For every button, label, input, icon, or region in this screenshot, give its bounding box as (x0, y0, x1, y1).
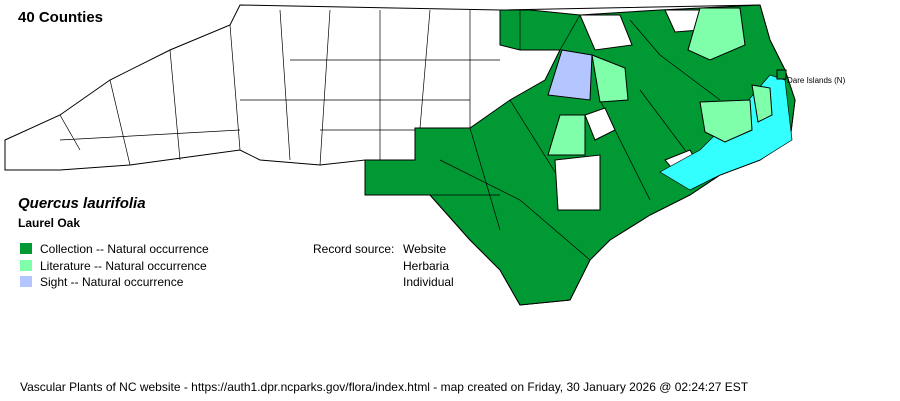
literature-county (687, 7, 746, 61)
scientific-name: Quercus laurifolia (18, 195, 146, 212)
legend-label: Sight -- Natural occurrence (40, 275, 184, 289)
literature-county (699, 99, 753, 143)
county-count: 40 Counties (18, 9, 104, 26)
county-lines-east (430, 10, 721, 261)
legend-swatch (20, 260, 32, 271)
county-lines (59, 9, 500, 166)
sight-county (547, 49, 593, 101)
legend-item-literature: Literature -- Natural occurrence (20, 259, 207, 273)
legend-label: Collection -- Natural occurrence (40, 242, 209, 256)
literature-county (591, 54, 629, 103)
white-county (554, 154, 601, 211)
legend-swatch (20, 276, 32, 287)
record-source-herbaria: Herbaria (403, 259, 450, 273)
white-county (579, 14, 633, 51)
record-source-website: Website (403, 242, 447, 256)
legend-swatch (20, 243, 32, 254)
legend-item-sight: Sight -- Natural occurrence (20, 275, 183, 289)
footer-credit: Vascular Plants of NC website - https://… (20, 380, 749, 394)
record-source-individual: Individual (403, 275, 454, 289)
common-name: Laurel Oak (18, 216, 81, 230)
dare-islands-label: Dare Islands (N) (787, 76, 846, 85)
white-county (584, 107, 616, 141)
legend-item-collection: Collection -- Natural occurrence (20, 242, 209, 256)
dare-islands-marker (776, 69, 787, 80)
legend-label: Literature -- Natural occurrence (40, 259, 207, 273)
literature-county (547, 114, 586, 156)
record-source-label: Record source: (313, 242, 395, 256)
literature-county (751, 84, 773, 123)
